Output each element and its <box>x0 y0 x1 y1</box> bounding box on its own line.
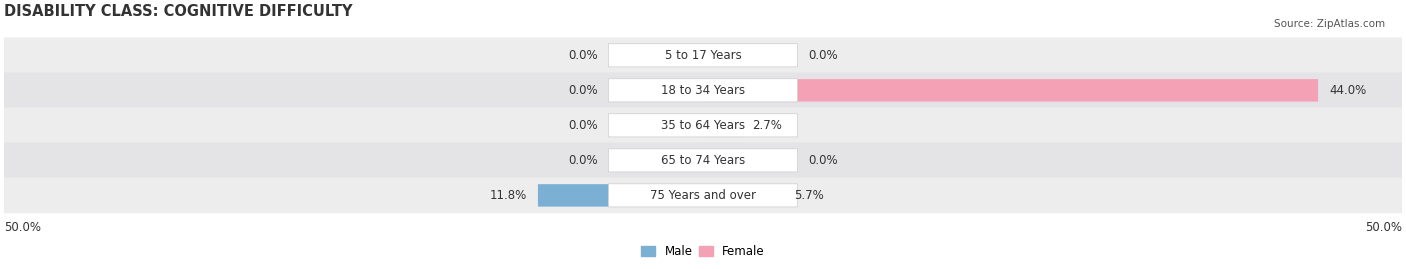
Text: 0.0%: 0.0% <box>568 84 598 97</box>
Text: 0.0%: 0.0% <box>808 154 838 167</box>
FancyBboxPatch shape <box>4 37 1402 73</box>
FancyBboxPatch shape <box>4 72 1402 108</box>
FancyBboxPatch shape <box>609 44 797 67</box>
Text: 35 to 64 Years: 35 to 64 Years <box>661 119 745 132</box>
FancyBboxPatch shape <box>4 143 1402 178</box>
Text: Source: ZipAtlas.com: Source: ZipAtlas.com <box>1274 19 1385 29</box>
FancyBboxPatch shape <box>609 114 797 137</box>
FancyBboxPatch shape <box>538 184 703 207</box>
Text: 5.7%: 5.7% <box>794 189 824 202</box>
FancyBboxPatch shape <box>703 184 783 207</box>
FancyBboxPatch shape <box>4 178 1402 213</box>
FancyBboxPatch shape <box>703 114 741 137</box>
FancyBboxPatch shape <box>609 184 797 207</box>
FancyBboxPatch shape <box>703 79 1317 101</box>
FancyBboxPatch shape <box>4 108 1402 143</box>
Text: 65 to 74 Years: 65 to 74 Years <box>661 154 745 167</box>
FancyBboxPatch shape <box>609 79 797 102</box>
Text: 50.0%: 50.0% <box>1365 221 1402 233</box>
Text: 0.0%: 0.0% <box>568 154 598 167</box>
Text: 75 Years and over: 75 Years and over <box>650 189 756 202</box>
Text: 0.0%: 0.0% <box>568 119 598 132</box>
Text: 11.8%: 11.8% <box>489 189 527 202</box>
Legend: Male, Female: Male, Female <box>637 240 769 263</box>
Text: 0.0%: 0.0% <box>568 49 598 62</box>
Text: 44.0%: 44.0% <box>1329 84 1367 97</box>
Text: 50.0%: 50.0% <box>4 221 41 233</box>
FancyBboxPatch shape <box>609 149 797 172</box>
Text: 5 to 17 Years: 5 to 17 Years <box>665 49 741 62</box>
Text: 2.7%: 2.7% <box>752 119 782 132</box>
Text: 18 to 34 Years: 18 to 34 Years <box>661 84 745 97</box>
Text: DISABILITY CLASS: COGNITIVE DIFFICULTY: DISABILITY CLASS: COGNITIVE DIFFICULTY <box>4 4 353 19</box>
Text: 0.0%: 0.0% <box>808 49 838 62</box>
